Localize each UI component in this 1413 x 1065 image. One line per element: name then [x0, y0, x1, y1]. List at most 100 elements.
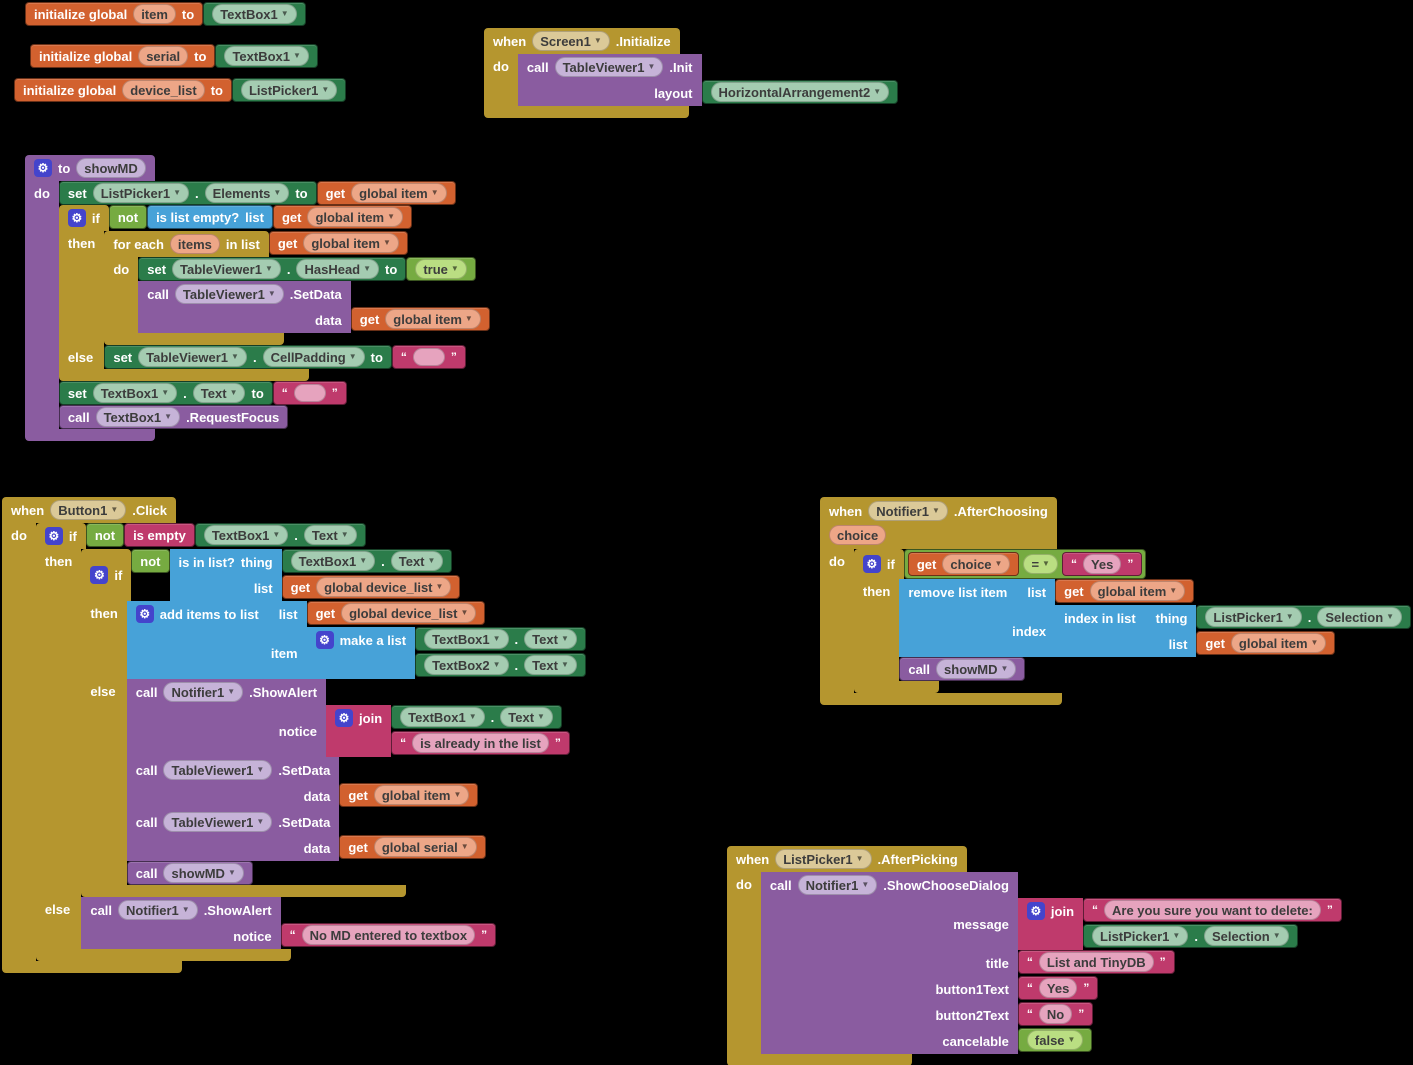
string-field[interactable]: Yes — [1038, 978, 1078, 998]
variable-dropdown[interactable]: global serial ▼ — [373, 837, 477, 857]
component-dropdown[interactable]: TextBox1 ▼ — [290, 551, 376, 571]
logic-false-block[interactable]: false ▼ — [1017, 1028, 1093, 1052]
get-variable-block[interactable]: get global device_list ▼ — [281, 575, 461, 599]
property-getter-block[interactable]: TextBox2 ▼ . Text ▼ — [415, 653, 586, 677]
property-dropdown[interactable]: Text ▼ — [524, 629, 577, 649]
block-join[interactable]: ⚙ join “ Are you sure you want to delete… — [1017, 898, 1342, 950]
mutator-gear-icon[interactable]: ⚙ — [135, 605, 154, 623]
block-call-setdata-serial[interactable]: call TableViewer1 ▼ .SetData data get glo… — [126, 809, 486, 861]
property-getter-block[interactable]: TextBox1 ▼ . Text ▼ — [194, 523, 366, 547]
statement-call-showmd[interactable]: call showMD ▼ — [126, 861, 253, 885]
component-dropdown[interactable]: TableViewer1 ▼ — [554, 57, 664, 77]
property-dropdown[interactable]: Elements ▼ — [204, 183, 290, 203]
text-string-block[interactable]: “ Yes ” — [1061, 552, 1143, 576]
text-string-block[interactable]: “ is already in the list ” — [391, 731, 570, 755]
property-getter-block[interactable]: ListPicker1 ▼ . Selection ▼ — [1196, 605, 1412, 629]
component-dropdown[interactable]: TableViewer1 ▼ — [163, 760, 273, 780]
component-getter-block[interactable]: HorizontalArrangement2 ▼ — [701, 80, 899, 104]
component-dropdown[interactable]: Notifier1 ▼ — [868, 501, 948, 521]
property-dropdown[interactable]: Text ▼ — [390, 551, 444, 571]
component-getter-block[interactable]: TextBox1 ▼ — [215, 44, 318, 68]
component-dropdown[interactable]: ListPicker1 ▼ — [775, 849, 872, 869]
mutator-gear-icon[interactable]: ⚙ — [44, 527, 63, 545]
block-when-button1-click[interactable]: when Button1 ▼ .Click do ⚙ if not is empt… — [2, 497, 586, 973]
property-getter-block[interactable]: TextBox1 ▼ . Text ▼ — [391, 705, 562, 729]
block-call-setdata-item[interactable]: call TableViewer1 ▼ .SetData data get glo… — [126, 757, 479, 809]
component-dropdown[interactable]: TableViewer1 ▼ — [174, 284, 284, 304]
text-string-block[interactable]: “ ” — [391, 345, 466, 369]
call-method-block[interactable]: call TextBox1 ▼ .RequestFocus — [58, 405, 289, 429]
string-field[interactable]: No — [1038, 1004, 1073, 1024]
statement-request-focus[interactable]: call TextBox1 ▼ .RequestFocus — [58, 405, 289, 429]
mutator-gear-icon[interactable]: ⚙ — [90, 566, 109, 584]
event-parameter-field[interactable]: choice — [829, 525, 887, 545]
mutator-gear-icon[interactable]: ⚙ — [335, 709, 354, 727]
block-if-choice[interactable]: ⚙ if get choice ▼ = ▼ “ Yes ” — [853, 549, 1412, 693]
property-dropdown[interactable]: Selection ▼ — [1317, 607, 1403, 627]
get-variable-block[interactable]: get choice ▼ — [907, 552, 1020, 576]
component-dropdown[interactable]: ListPicker1 ▼ — [240, 80, 338, 100]
component-dropdown[interactable]: TextBox1 ▼ — [92, 383, 178, 403]
boolean-dropdown[interactable]: true ▼ — [415, 259, 467, 279]
variable-name-field[interactable]: item — [133, 4, 176, 24]
block-if-outer[interactable]: ⚙ if not is empty TextBox1 ▼ . Text ▼ then — [35, 523, 586, 961]
text-string-block[interactable]: “ No ” — [1017, 1002, 1094, 1026]
procedure-name-field[interactable]: showMD — [76, 158, 146, 178]
block-initialize-global-device-list[interactable]: initialize global device_list to ListPic… — [14, 78, 347, 102]
component-dropdown[interactable]: Button1 ▼ — [50, 500, 127, 520]
text-string-block[interactable]: “ ” — [272, 381, 347, 405]
get-variable-block[interactable]: get global item ▼ — [1196, 631, 1336, 655]
block-equals[interactable]: get choice ▼ = ▼ “ Yes ” — [903, 549, 1147, 579]
not-block[interactable]: not — [131, 549, 170, 573]
not-block[interactable]: not — [108, 205, 148, 229]
is-empty-block[interactable]: is empty — [124, 523, 195, 547]
variable-dropdown[interactable]: global item ▼ — [385, 309, 481, 329]
block-join[interactable]: ⚙ join TextBox1 ▼ . Text ▼ — [326, 705, 570, 757]
text-string-block[interactable]: “ List and TinyDB ” — [1017, 950, 1175, 974]
block-call-showalert-duplicate[interactable]: call Notifier1 ▼ .ShowAlert notice ⚙ — [126, 679, 570, 757]
block-make-a-list[interactable]: ⚙ make a list TextBox1 ▼ . Text ▼ — [306, 627, 586, 679]
variable-dropdown[interactable]: choice ▼ — [942, 554, 1011, 574]
variable-dropdown[interactable]: global item ▼ — [1089, 581, 1186, 601]
block-if-inner[interactable]: ⚙ if not is in list? thing — [81, 549, 586, 897]
get-variable-block[interactable]: get global item ▼ — [339, 783, 479, 807]
component-dropdown[interactable]: ListPicker1 ▼ — [1205, 607, 1302, 627]
variable-dropdown[interactable]: global item ▼ — [1230, 633, 1327, 653]
block-call-showalert-nomd[interactable]: call Notifier1 ▼ .ShowAlert notice “ No M… — [81, 897, 497, 949]
string-field[interactable]: No MD entered to textbox — [301, 925, 476, 945]
component-dropdown[interactable]: TextBox1 ▼ — [224, 46, 309, 66]
statement-set-cellpadding[interactable]: set TableViewer1 ▼ . CellPadding ▼ to “ ” — [104, 345, 466, 369]
block-call-tableviewer-init[interactable]: call TableViewer1 ▼ .Init layout Horizont… — [517, 54, 899, 106]
block-initialize-global-item[interactable]: initialize global item to TextBox1 ▼ — [25, 2, 306, 26]
block-call-setdata[interactable]: call TableViewer1 ▼ .SetData data get glo… — [138, 281, 490, 333]
block-when-screen1-initialize[interactable]: when Screen1 ▼ .Initialize do call TableV… — [484, 28, 899, 118]
get-variable-block[interactable]: get global serial ▼ — [339, 835, 486, 859]
property-dropdown[interactable]: Selection ▼ — [1203, 926, 1289, 946]
variable-dropdown[interactable]: global device_list ▼ — [341, 603, 477, 623]
property-dropdown[interactable]: CellPadding ▼ — [262, 347, 365, 367]
variable-dropdown[interactable]: global item ▼ — [351, 183, 447, 203]
component-dropdown[interactable]: TextBox1 ▼ — [95, 407, 181, 427]
component-dropdown[interactable]: Screen1 ▼ — [532, 31, 610, 51]
mutator-gear-icon[interactable]: ⚙ — [34, 159, 52, 177]
text-string-block[interactable]: “ Yes ” — [1017, 976, 1099, 1000]
block-add-items-to-list[interactable]: ⚙ add items to list list get global devi… — [126, 601, 586, 679]
component-dropdown[interactable]: Notifier1 ▼ — [163, 682, 244, 702]
component-getter-block[interactable]: ListPicker1 ▼ — [231, 78, 347, 102]
string-field[interactable]: Yes — [1082, 554, 1122, 574]
component-dropdown[interactable]: TextBox1 ▼ — [212, 4, 297, 24]
call-procedure-block[interactable]: call showMD ▼ — [899, 657, 1026, 681]
boolean-dropdown[interactable]: false ▼ — [1026, 1030, 1084, 1050]
string-field[interactable]: is already in the list — [412, 733, 549, 753]
property-dropdown[interactable]: HasHead ▼ — [296, 259, 380, 279]
get-variable-block[interactable]: get global item ▼ — [268, 231, 408, 255]
property-dropdown[interactable]: Text ▼ — [500, 707, 553, 727]
block-for-each[interactable]: for each items in list get global item ▼ … — [104, 231, 490, 345]
initialize-global-block[interactable]: initialize global serial to — [30, 44, 216, 68]
statement-set-elements[interactable]: set ListPicker1 ▼ . Elements ▼ to get glob… — [58, 181, 456, 205]
get-variable-block[interactable]: get global item ▼ — [350, 307, 490, 331]
component-dropdown[interactable]: TextBox1 ▼ — [203, 525, 289, 545]
set-property-block[interactable]: set ListPicker1 ▼ . Elements ▼ to — [58, 181, 317, 205]
component-dropdown[interactable]: TableViewer1 ▼ — [138, 347, 247, 367]
